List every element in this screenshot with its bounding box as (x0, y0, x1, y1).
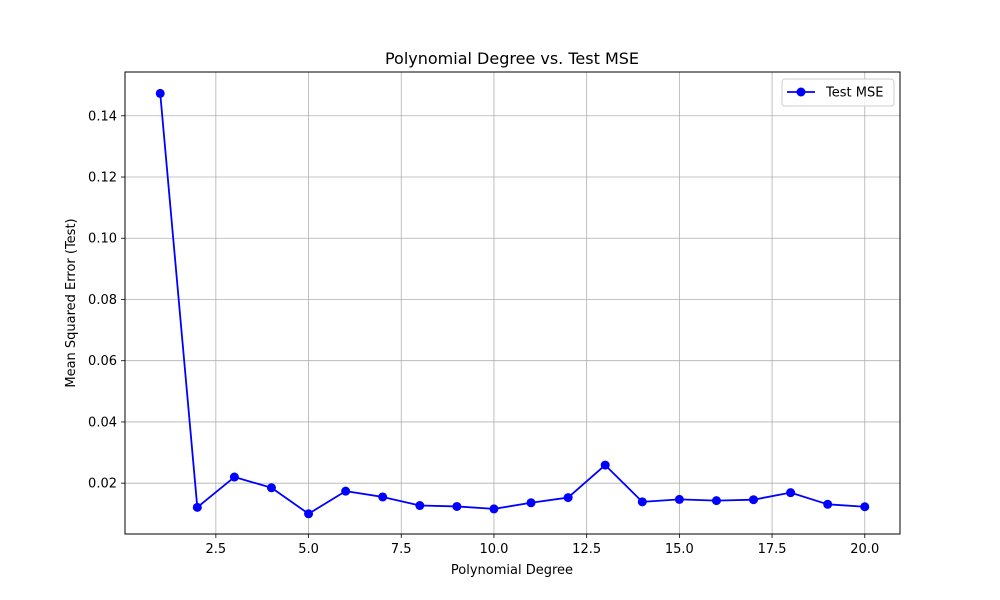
data-point (786, 488, 796, 498)
x-tick-label: 20.0 (850, 542, 879, 557)
data-point (304, 509, 314, 519)
y-tick-label: 0.06 (88, 354, 117, 369)
legend-marker-icon (796, 87, 806, 97)
series-line (159, 93, 865, 515)
x-axis-label: Polynomial Degree (451, 563, 573, 578)
y-axis-label: Mean Squared Error (Test) (64, 218, 79, 387)
data-point (674, 494, 684, 504)
data-point (378, 492, 388, 502)
data-point (860, 502, 870, 512)
x-tick-label: 17.5 (758, 542, 787, 557)
data-point (711, 496, 721, 506)
y-tick-label: 0.04 (88, 415, 117, 430)
data-point (600, 460, 610, 470)
x-tick-label: 2.5 (206, 542, 227, 557)
data-point (452, 501, 462, 511)
data-point (823, 499, 833, 509)
data-point (341, 486, 351, 496)
data-point (563, 493, 573, 503)
chart-title: Polynomial Degree vs. Test MSE (385, 49, 639, 68)
x-tick-label: 12.5 (572, 542, 601, 557)
legend: Test MSE (781, 78, 895, 107)
data-point (266, 483, 276, 493)
data-point (637, 497, 647, 507)
y-tick-label: 0.08 (88, 293, 117, 308)
plot-frame (124, 71, 901, 535)
data-point (155, 88, 165, 98)
y-tick-label: 0.02 (88, 477, 117, 492)
data-point (749, 495, 759, 505)
data-point (192, 502, 202, 512)
x-tick-label: 15.0 (665, 542, 694, 557)
legend-label: Test MSE (825, 86, 883, 101)
data-point (526, 498, 536, 508)
y-tick-label: 0.10 (88, 232, 117, 247)
data-point (415, 501, 425, 511)
data-layer (155, 88, 870, 519)
y-tick-label: 0.14 (88, 109, 117, 124)
x-tick-label: 10.0 (479, 542, 508, 557)
x-tick-label: 7.5 (391, 542, 412, 557)
data-point (489, 504, 499, 514)
y-tick-label: 0.12 (88, 171, 117, 186)
data-point (229, 472, 239, 482)
x-tick-label: 5.0 (298, 542, 319, 557)
axes: 2.5 5.0 7.5 10.0 12.5 15.0 17.5 20.0 0.02 0.04 0.0… (88, 109, 879, 557)
legend-box (781, 78, 895, 107)
